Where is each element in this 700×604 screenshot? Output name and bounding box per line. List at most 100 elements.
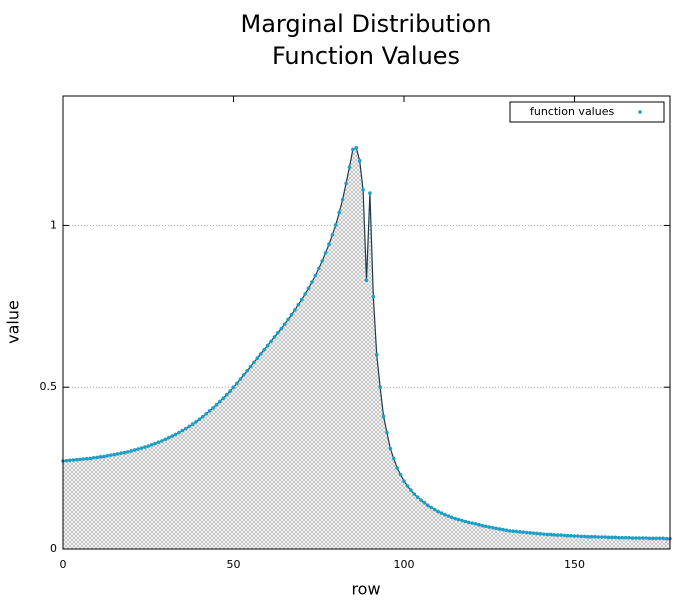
- point: [542, 532, 546, 536]
- point: [262, 347, 266, 352]
- point: [504, 528, 509, 533]
- point: [334, 222, 338, 227]
- point: [313, 273, 318, 278]
- point: [108, 453, 113, 457]
- point: [511, 529, 515, 534]
- point: [555, 533, 560, 537]
- chart-title: Marginal Distribution: [241, 10, 492, 38]
- point: [514, 529, 519, 534]
- point: [272, 335, 277, 339]
- point: [81, 457, 86, 461]
- point: [78, 457, 82, 462]
- point: [337, 210, 342, 215]
- area: [63, 147, 670, 549]
- point: [368, 191, 372, 195]
- point: [194, 420, 198, 424]
- point: [149, 443, 154, 447]
- point: [586, 534, 590, 539]
- point: [122, 450, 127, 455]
- point: [316, 266, 321, 271]
- point: [391, 456, 396, 461]
- point: [327, 242, 331, 246]
- chart-title: Function Values: [272, 42, 460, 70]
- point: [637, 536, 642, 540]
- x-tick-label: 150: [564, 558, 585, 571]
- point: [310, 280, 314, 284]
- point: [620, 535, 625, 540]
- point: [429, 505, 434, 510]
- y-tick-label: 0.5: [40, 380, 58, 393]
- point: [381, 414, 386, 419]
- point: [569, 533, 573, 538]
- point: [497, 527, 502, 531]
- point: [252, 360, 256, 365]
- point: [299, 297, 304, 302]
- point: [91, 455, 96, 460]
- point: [627, 535, 631, 540]
- point: [507, 529, 512, 533]
- point: [480, 523, 485, 528]
- point: [644, 536, 648, 540]
- point: [661, 536, 665, 541]
- point: [593, 534, 597, 539]
- point: [419, 498, 423, 502]
- point: [634, 536, 638, 540]
- point: [282, 322, 287, 326]
- legend-box: [509, 101, 665, 123]
- point: [494, 526, 498, 531]
- point: [572, 534, 577, 538]
- point: [258, 352, 263, 356]
- point: [378, 385, 382, 390]
- point: [207, 409, 212, 413]
- point: [289, 312, 294, 317]
- point: [606, 535, 611, 540]
- point: [296, 302, 301, 307]
- point: [183, 426, 188, 431]
- x-tick-label: 50: [227, 558, 241, 571]
- point: [125, 450, 130, 454]
- legend-marker: [638, 110, 642, 114]
- point: [241, 373, 246, 377]
- point: [412, 492, 417, 496]
- point: [146, 444, 151, 448]
- point: [156, 440, 161, 445]
- point: [436, 509, 440, 514]
- point: [647, 536, 652, 541]
- point: [409, 488, 413, 492]
- point: [173, 432, 178, 437]
- point: [170, 434, 174, 438]
- point: [115, 452, 120, 456]
- point: [218, 399, 222, 404]
- point: [177, 430, 181, 435]
- point: [415, 495, 420, 500]
- point: [562, 533, 567, 538]
- y-tick-label: 0: [50, 542, 57, 555]
- point: [85, 456, 89, 461]
- point: [354, 145, 359, 150]
- point: [402, 479, 406, 483]
- point: [330, 233, 335, 237]
- point: [160, 439, 164, 443]
- point: [422, 500, 427, 505]
- point: [470, 521, 475, 525]
- legend-label: function values: [530, 105, 614, 118]
- x-tick-label: 0: [60, 558, 67, 571]
- point: [279, 326, 284, 331]
- point: [623, 535, 628, 540]
- point: [432, 507, 437, 512]
- point: [467, 520, 471, 525]
- point: [487, 525, 492, 529]
- point: [501, 527, 505, 532]
- point: [224, 392, 229, 397]
- point: [238, 377, 243, 381]
- point: [166, 435, 171, 440]
- point: [613, 535, 618, 540]
- point: [449, 515, 454, 520]
- point: [589, 534, 594, 539]
- point: [221, 396, 226, 401]
- point: [211, 406, 215, 410]
- point: [439, 511, 444, 515]
- point: [64, 458, 69, 463]
